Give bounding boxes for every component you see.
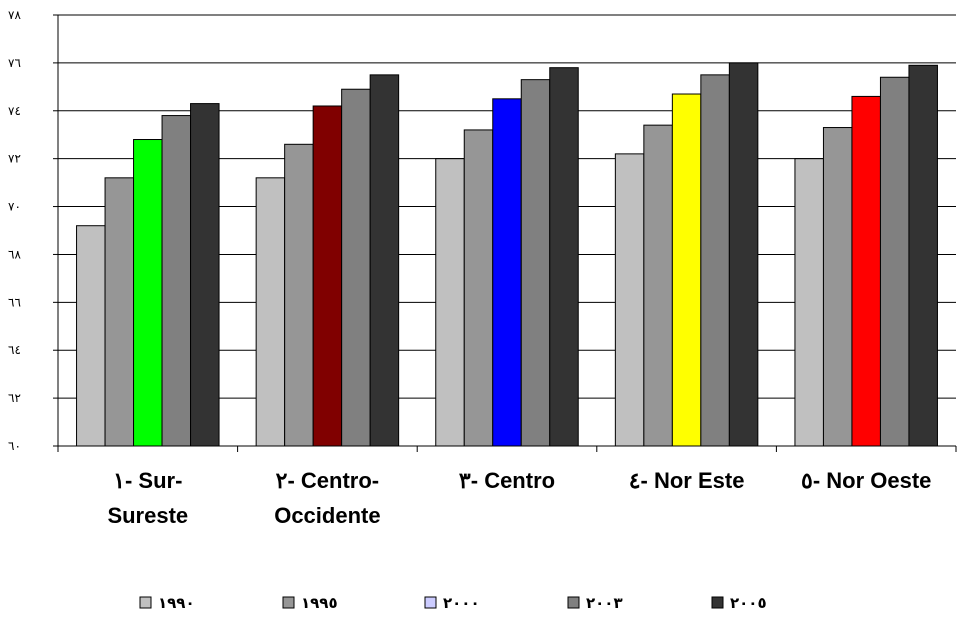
y-tick-label: ٧٢ (8, 152, 21, 166)
bar (161, 115, 192, 447)
bar (255, 177, 286, 447)
y-tick-label: ٦٤ (8, 343, 21, 357)
bar (728, 62, 759, 447)
legend-swatch (139, 596, 152, 609)
bar (369, 74, 400, 447)
bar (520, 79, 551, 447)
bar (643, 124, 673, 447)
bar (463, 129, 494, 447)
y-tick-label: ٦٢ (8, 391, 21, 405)
category-label: ٤- Nor Este (629, 468, 745, 493)
y-axis: ٦٠ ٦٢ ٦٤ ٦٦ ٦٨ ٧٠ ٧٢ ٧٤ ٧٦ ٧٨ (8, 8, 58, 453)
y-tick-label: ٧٦ (8, 56, 21, 70)
bar (312, 105, 343, 447)
legend-swatch (567, 596, 580, 609)
legend-swatch (711, 596, 724, 609)
bar (341, 88, 371, 447)
legend: ١٩٩٠ ١٩٩٥ ٢٠٠٠ ٢٠٠٣ ٢٠٠٥ (139, 594, 767, 612)
legend-label: ٢٠٠٥ (730, 594, 767, 612)
bar (76, 225, 106, 447)
bar (435, 158, 465, 447)
y-tick-label: ٦٦ (8, 295, 21, 309)
bar (879, 76, 910, 447)
category-label: ٢- Centro- (276, 468, 379, 493)
category-label: Occidente (274, 503, 380, 528)
legend-swatch (282, 596, 295, 609)
bar (822, 127, 853, 447)
bar (700, 74, 730, 447)
bar (104, 177, 135, 447)
category-labels: ١- Sur- Sureste ٢- Centro- Occidente ٣- Cent… (107, 468, 931, 528)
bar (614, 153, 645, 447)
bar (549, 67, 579, 447)
y-tick-label: ٧٠ (8, 200, 21, 214)
category-label: ٥- Nor Oeste (801, 468, 931, 493)
bar (133, 139, 163, 447)
y-tick-label: ٦٠ (8, 439, 21, 453)
bar (671, 93, 702, 447)
legend-swatch (424, 596, 437, 609)
category-label: ٣- Centro (459, 468, 555, 493)
legend-label: ١٩٩٥ (301, 594, 338, 612)
bar (190, 103, 220, 447)
bar (492, 98, 522, 447)
legend-label: ٢٠٠٣ (586, 594, 623, 612)
legend-label: ٢٠٠٠ (443, 594, 480, 612)
legend-label: ١٩٩٠ (158, 594, 195, 612)
bar (284, 143, 314, 447)
bar (908, 64, 938, 447)
y-tick-label: ٦٨ (8, 247, 21, 261)
category-label: ١- Sur- (113, 468, 182, 493)
bar (851, 95, 881, 447)
y-tick-label: ٧٤ (8, 104, 21, 118)
y-tick-label: ٧٨ (8, 8, 21, 22)
category-label: Sureste (107, 503, 188, 528)
bar (794, 158, 824, 447)
axes (57, 15, 957, 452)
bars (76, 62, 938, 447)
